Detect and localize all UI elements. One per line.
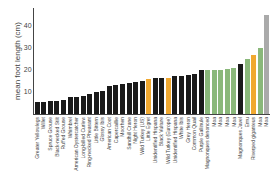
svg-text:American Oystercatcher: American Oystercatcher — [73, 117, 79, 171]
svg-text:Sandhill Crane: Sandhill Crane — [126, 117, 132, 150]
svg-text:Unidentified Hispana: Unidentified Hispana — [172, 117, 178, 163]
svg-text:Black-necked Stilt: Black-necked Stilt — [54, 116, 60, 156]
svg-text:Whimbrel: Whimbrel — [67, 117, 73, 138]
svg-text:Greater Yellowlegs: Greater Yellowlegs — [34, 117, 40, 159]
svg-text:Capercaillie: Capercaillie — [113, 117, 119, 143]
svg-text:mean foot length (cm): mean foot length (cm) — [13, 22, 22, 100]
svg-text:Ruffed Grouse: Ruffed Grouse — [60, 117, 66, 150]
svg-text:Willet: Willet — [40, 116, 46, 129]
svg-text:Riverped giganteus: Riverped giganteus — [250, 117, 256, 161]
svg-text:Magnonques Javel: Magnonques Javel — [237, 117, 243, 159]
svg-text:Common Quail: Common Quail — [191, 117, 197, 150]
svg-text:Moa: Moa — [224, 117, 230, 127]
svg-text:Moa: Moa — [263, 117, 269, 127]
svg-text:Moa: Moa — [211, 117, 217, 127]
svg-text:Moa: Moa — [231, 117, 237, 127]
svg-text:20: 20 — [24, 66, 32, 73]
svg-text:Unidentified Hispana: Unidentified Hispana — [152, 117, 158, 163]
svg-text:Night Heron: Night Heron — [132, 117, 138, 144]
svg-text:Spruce Grouse: Spruce Grouse — [47, 117, 53, 151]
svg-text:Black Vulture: Black Vulture — [158, 117, 164, 146]
svg-text:Emu: Emu — [244, 117, 250, 128]
svg-text:American Coot: American Coot — [106, 116, 112, 150]
svg-text:Purple Gallinule: Purple Gallinule — [198, 117, 204, 153]
svg-text:Magnonques denonced: Magnonques denonced — [204, 117, 210, 169]
svg-text:Little Egret: Little Egret — [145, 116, 151, 141]
svg-text:Grey Heron: Grey Heron — [185, 117, 191, 143]
svg-text:40: 40 — [24, 22, 32, 29]
svg-text:Little Bittern: Little Bittern — [93, 117, 99, 144]
svg-text:Wild Turkey (Europe): Wild Turkey (Europe) — [165, 117, 171, 164]
svg-text:Ring-necked Pheasant: Ring-necked Pheasant — [86, 116, 92, 167]
svg-text:Moa: Moa — [217, 117, 223, 127]
svg-text:Glossy Ibis: Glossy Ibis — [99, 117, 105, 142]
svg-text:Long-billed Curlew: Long-billed Curlew — [80, 117, 86, 159]
svg-text:10: 10 — [24, 88, 32, 95]
svg-text:Wild Turkey (US): Wild Turkey (US) — [139, 117, 145, 155]
svg-text:30: 30 — [24, 44, 32, 51]
svg-text:White Ibis: White Ibis — [178, 117, 184, 139]
svg-text:Moorhen: Moorhen — [119, 117, 125, 137]
svg-text:Moa: Moa — [257, 117, 263, 127]
